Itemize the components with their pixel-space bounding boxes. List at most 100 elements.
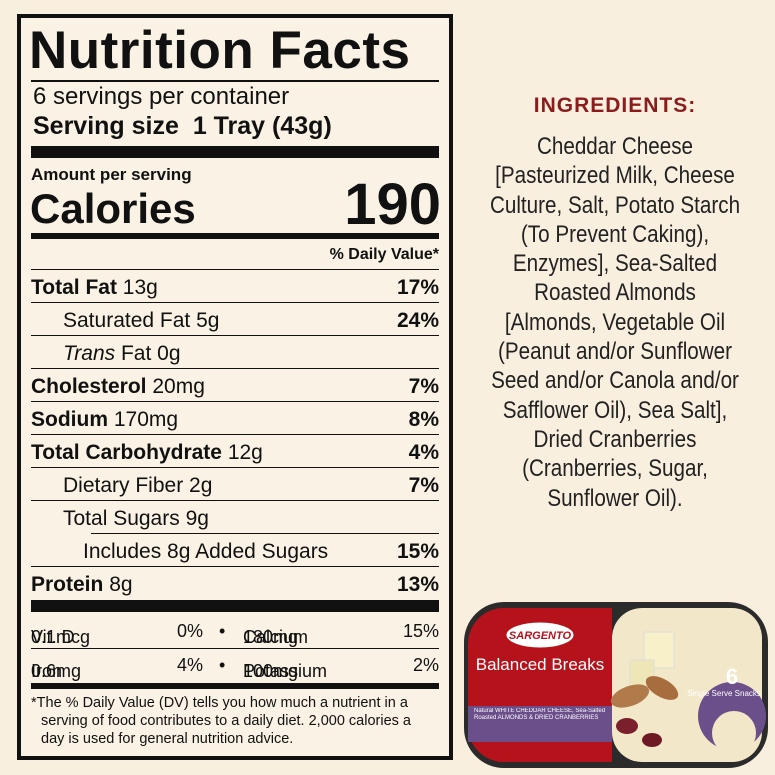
ingredients-line: (Peanut and/or Sunflower <box>497 338 733 366</box>
ingredients-line: [Pasteurized Milk, Cheese <box>495 162 735 190</box>
nutrient-row: Cholesterol 20mg 7% <box>31 368 439 402</box>
micro-dv: 15% <box>402 621 439 641</box>
ingredients-line: Safflower Oil), Sea Salt], <box>502 396 728 424</box>
nutrient-row: Includes 8g Added Sugars 15% <box>83 533 439 567</box>
nutrient-amount: 8g <box>109 573 133 596</box>
ingredients-title: INGREDIENTS: <box>533 94 697 117</box>
ingredients-line: Cheddar Cheese <box>536 133 694 160</box>
amount-per-serving: Amount per serving <box>31 165 192 184</box>
nutrient-name: Protein <box>31 573 104 596</box>
nutrient-amount: 5g <box>196 309 220 332</box>
micro-row: Vit. D 0.1mcg 0% • Calcium 180mg 15% <box>31 615 439 647</box>
micro-name: Calcium <box>243 627 309 647</box>
cranberry <box>616 718 638 734</box>
micro-dv: 2% <box>412 655 439 675</box>
ingredients-line: Culture, Salt, Potato Starch <box>489 191 741 219</box>
nutrient-dv: 8% <box>408 408 439 431</box>
nutrient-amount: 170mg <box>113 408 179 431</box>
nutrient-dv: 7% <box>408 375 439 398</box>
nutrient-name: Total Fat <box>31 276 117 299</box>
serving-size: Serving size 1 Tray (43g) <box>33 114 332 139</box>
micro-name: Iron <box>31 661 63 681</box>
ingredients-line: Seed and/or Canola and/or <box>491 367 739 395</box>
micro-dv: 4% <box>177 655 204 675</box>
ingredients-line: Sunflower Oil). <box>547 484 683 512</box>
nutrient-amount: 2g <box>189 474 213 497</box>
micro-amount: 0.1mcg <box>31 627 91 647</box>
nutrient-amount: 12g <box>227 441 263 464</box>
nutrient-name: Total Carbohydrate <box>31 441 222 464</box>
ingredients: INGREDIENTS: Cheddar Cheese [Pasteurized … <box>455 94 775 513</box>
nutrient-dv: 17% <box>396 276 439 299</box>
micro-amount: 180mg <box>243 627 299 647</box>
calories-label: Calories <box>30 185 196 232</box>
serving-size-label: Serving size <box>33 112 179 140</box>
nutrient-name: Includes 8g Added Sugars <box>83 540 329 563</box>
nutrient-row: Saturated Fat 5g 24% <box>31 302 439 336</box>
nutrient-row: Total Fat 13g 17% <box>31 269 439 303</box>
nutrient-name: Fat <box>120 342 152 365</box>
nutrient-dv: 24% <box>396 309 439 332</box>
nutrient-name: Cholesterol <box>31 375 147 398</box>
thick-rule <box>31 600 439 612</box>
footnote: *The % Daily Value (DV) tells you how mu… <box>31 695 411 747</box>
nutrient-row: Trans Fat 0g <box>31 335 439 369</box>
nutrient-dv: 7% <box>408 474 439 497</box>
thick-rule <box>31 146 439 158</box>
count: 6 <box>726 664 738 689</box>
ingredients-line: (To Prevent Caking), <box>520 220 710 248</box>
micro-name: Vit. D <box>31 627 75 647</box>
ingredients-line: Enzymes], Sea-Salted <box>512 250 718 278</box>
logo-oval <box>505 621 575 649</box>
almond <box>610 684 650 708</box>
micro-row: Iron 0.6mg 4% • Potassium 100mg 2% <box>31 648 439 681</box>
micro-name: Potassium <box>243 661 328 681</box>
ingredients-line: Roasted Almonds <box>534 279 696 307</box>
nutrient-name: Saturated Fat <box>63 309 191 332</box>
micro-amount: 100mg <box>243 661 299 681</box>
bullet: • <box>219 621 226 641</box>
nutrient-amount: 0g <box>157 342 181 365</box>
almond <box>645 676 679 700</box>
nutrient-dv: 15% <box>396 540 439 563</box>
nutrient-row: Sodium 170mg 8% <box>31 401 439 435</box>
nutrient-name: Dietary Fiber <box>63 474 184 497</box>
brand: SARGENTO <box>509 630 572 642</box>
nutrient-row: Total Carbohydrate 12g 4% <box>31 434 439 468</box>
product-image: SARGENTO Balanced Breaks Natural WHITE C… <box>464 602 768 768</box>
bowl <box>712 711 756 755</box>
nutrient-amount: 9g <box>185 507 209 530</box>
product-description: Natural WHITE CHEDDAR CHEESE, Sea-Salted… <box>474 708 606 721</box>
cranberry <box>642 733 662 747</box>
nutrient-amount: 20mg <box>152 375 205 398</box>
nutrient-name-italic: Trans <box>63 342 116 365</box>
nutrient-amount: 13g <box>122 276 158 299</box>
micro-dv: 0% <box>177 621 204 641</box>
cheese <box>643 631 675 669</box>
nutrition-label: Nutrition Facts 6 servings per container… <box>17 14 453 760</box>
rule <box>31 80 439 82</box>
label-title: Nutrition Facts <box>29 21 411 80</box>
dv-header: % Daily Value* <box>329 246 439 263</box>
bullet: • <box>219 655 226 675</box>
product-description-box: Natural WHITE CHEDDAR CHEESE, Sea-Salted… <box>474 708 606 721</box>
servings: 6 servings per container <box>33 83 290 110</box>
micro-amount: 0.6mg <box>31 661 82 681</box>
count-label: Single Serve Snacks <box>687 689 761 698</box>
ingredients-line: Dried Cranberries <box>533 425 697 453</box>
serving-size-value: 1 Tray (43g) <box>192 112 332 140</box>
medium-rule <box>31 683 439 689</box>
ingredients-line: [Almonds, Vegetable Oil <box>504 308 726 336</box>
product-name: Balanced Breaks <box>476 655 605 674</box>
band <box>468 706 612 742</box>
ingredients-text: Cheddar Cheese [Pasteurized Milk, Cheese C… <box>455 132 775 513</box>
medium-rule <box>31 233 439 239</box>
nutrient-row: Dietary Fiber 2g 7% <box>31 467 439 501</box>
nutrient-dv: 4% <box>408 441 439 464</box>
ingredients-line: (Cranberries, Sugar, <box>522 455 708 483</box>
nutrient-row: Total Sugars 9g <box>31 500 439 534</box>
nutrient-row: Protein 8g 13% <box>31 566 439 600</box>
nutrient-dv: 13% <box>396 573 439 596</box>
nutrient-name: Sodium <box>31 408 108 431</box>
